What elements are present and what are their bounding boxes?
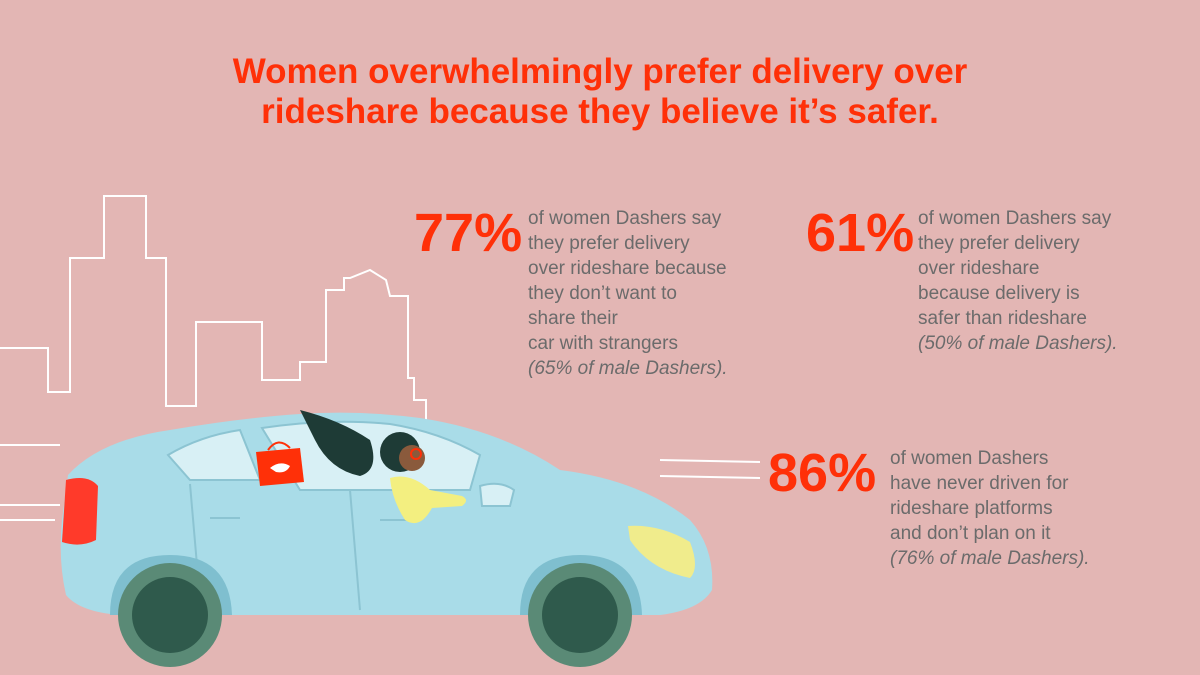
stat-line: over rideshare bbox=[918, 258, 1040, 279]
stat-description: of women Dashers say they prefer deliver… bbox=[528, 206, 728, 381]
stat-percent: 86% bbox=[768, 443, 877, 503]
stat-block-3: 86% of women Dashers have never driven f… bbox=[768, 446, 1090, 571]
stat-note: (50% of male Dashers). bbox=[918, 333, 1118, 354]
stat-line: they don’t want to bbox=[528, 283, 677, 304]
stat-block-1: 77% of women Dashers say they prefer del… bbox=[414, 206, 728, 381]
stat-line: of women Dashers say bbox=[918, 208, 1112, 229]
stat-line: car with strangers bbox=[528, 333, 678, 354]
stat-line: safer than rideshare bbox=[918, 308, 1087, 329]
stat-description: of women Dashers have never driven for r… bbox=[890, 446, 1090, 571]
stat-line: of women Dashers say bbox=[528, 208, 722, 229]
stat-line: rideshare platforms bbox=[890, 498, 1053, 519]
stat-percent: 77% bbox=[414, 203, 523, 263]
tail-light-icon bbox=[62, 478, 98, 545]
title-line-1: Women overwhelmingly prefer delivery ove… bbox=[232, 52, 968, 91]
title-line-2: rideshare because they believe it’s safe… bbox=[261, 92, 939, 131]
wheel-icon bbox=[118, 563, 632, 667]
stat-line: over rideshare because bbox=[528, 258, 727, 279]
stat-note: (65% of male Dashers). bbox=[528, 358, 728, 379]
stat-line: of women Dashers bbox=[890, 448, 1049, 469]
stat-line: because delivery is bbox=[918, 283, 1080, 304]
city-skyline-icon bbox=[0, 195, 427, 446]
stat-percent: 61% bbox=[806, 203, 915, 263]
headlight-icon bbox=[628, 525, 695, 578]
stat-line: and don’t plan on it bbox=[890, 523, 1051, 544]
driver-icon bbox=[300, 410, 466, 524]
stat-block-2: 61% of women Dashers say they prefer del… bbox=[806, 206, 1118, 356]
stat-note: (76% of male Dashers). bbox=[890, 548, 1090, 569]
page-title: Women overwhelmingly prefer delivery ove… bbox=[0, 52, 1200, 132]
delivery-bag-icon bbox=[256, 441, 304, 486]
stat-line: have never driven for bbox=[890, 473, 1069, 494]
stat-description: of women Dashers say they prefer deliver… bbox=[918, 206, 1118, 356]
stat-line: they prefer delivery bbox=[918, 233, 1080, 254]
road-lines-icon bbox=[0, 459, 761, 521]
stat-line: they prefer delivery bbox=[528, 233, 690, 254]
stat-line: share their bbox=[528, 308, 618, 329]
